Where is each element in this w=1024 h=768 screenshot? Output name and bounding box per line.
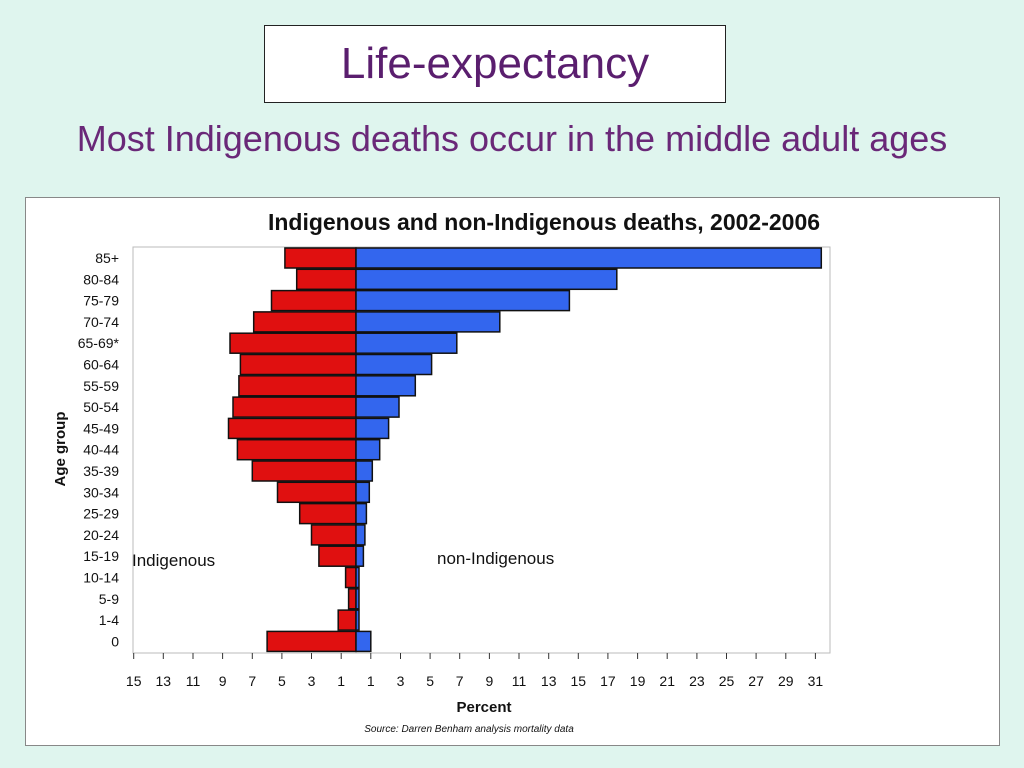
age-group-label: 75-79 — [83, 293, 119, 309]
bar-indigenous — [252, 311, 357, 333]
age-group-label: 15-19 — [83, 548, 119, 564]
bar-non-indigenous — [355, 438, 381, 461]
bar-non-indigenous — [355, 268, 618, 291]
non-indigenous-bars — [355, 247, 823, 653]
x-tick-label: 31 — [808, 673, 824, 689]
age-group-label: 50-54 — [83, 399, 119, 415]
x-tick-label: 29 — [778, 673, 794, 689]
x-tick-label: 21 — [659, 673, 675, 689]
bar-non-indigenous — [355, 289, 571, 312]
slide-title: Life-expectancy — [264, 25, 726, 103]
bar-indigenous — [232, 396, 357, 418]
series-label-indigenous: Indigenous — [132, 551, 215, 570]
x-tick-label: 1 — [367, 673, 375, 689]
bar-non-indigenous — [355, 396, 400, 418]
bar-indigenous — [298, 502, 357, 525]
bar-non-indigenous — [355, 417, 390, 440]
bar-non-indigenous — [355, 524, 366, 546]
age-group-label: 60-64 — [83, 357, 119, 373]
bar-indigenous — [310, 524, 357, 546]
bar-non-indigenous — [355, 353, 433, 376]
x-tick-label: 27 — [748, 673, 764, 689]
bar-indigenous — [238, 375, 357, 397]
bar-indigenous — [295, 268, 357, 291]
bar-indigenous — [236, 438, 357, 461]
bar-indigenous — [318, 545, 357, 567]
age-group-label: 70-74 — [83, 314, 119, 330]
x-tick-label: 11 — [512, 673, 527, 689]
age-group-label: 45-49 — [83, 420, 119, 436]
age-group-label: 25-29 — [83, 506, 119, 522]
age-group-label: 85+ — [95, 250, 119, 266]
bar-non-indigenous — [355, 481, 371, 504]
bar-non-indigenous — [355, 460, 374, 482]
bar-non-indigenous — [355, 375, 417, 397]
percent-tick-labels: 15 13 11 9 7 5 3 1 1 3 5 7 9 11 13 15 17 19 21 23 25 27 29 31 — [126, 673, 823, 689]
bar-indigenous — [276, 481, 357, 504]
x-tick-label: 3 — [397, 673, 405, 689]
bar-non-indigenous — [355, 332, 458, 354]
x-tick-label: 25 — [719, 673, 735, 689]
age-group-label: 20-24 — [83, 527, 119, 543]
source-note: Source: Darren Benham analysis mortality… — [364, 724, 574, 735]
age-group-label: 10-14 — [83, 570, 119, 586]
age-group-label: 80-84 — [83, 271, 119, 287]
x-tick-label: 7 — [456, 673, 464, 689]
bar-indigenous — [229, 332, 357, 354]
x-tick-label: 5 — [426, 673, 434, 689]
y-axis-label: Age group — [52, 412, 69, 487]
age-group-label: 30-34 — [83, 484, 119, 500]
age-group-label: 40-44 — [83, 442, 119, 458]
x-tick-label: 9 — [486, 673, 494, 689]
bar-indigenous — [227, 417, 357, 440]
x-tick-label: 5 — [278, 673, 286, 689]
bar-non-indigenous — [355, 609, 360, 631]
x-tick-label: 13 — [156, 673, 172, 689]
x-axis-label: Percent — [456, 699, 511, 716]
bar-indigenous — [344, 566, 357, 589]
percent-tick-marks — [133, 653, 816, 659]
x-tick-label: 9 — [219, 673, 227, 689]
x-tick-label: 1 — [337, 673, 345, 689]
bar-non-indigenous — [355, 588, 360, 610]
bar-non-indigenous — [355, 545, 365, 567]
age-group-label: 1-4 — [99, 612, 119, 628]
age-group-label: 65-69* — [78, 335, 120, 351]
x-tick-label: 13 — [541, 673, 557, 689]
bar-indigenous — [284, 247, 357, 269]
pyramid-chart: Indigenous and non-Indigenous deaths, 20… — [52, 209, 831, 735]
bar-indigenous — [266, 630, 357, 653]
x-tick-label: 11 — [186, 673, 201, 689]
age-group-label: 0 — [111, 633, 119, 649]
age-group-label: 55-59 — [83, 378, 119, 394]
x-tick-label: 15 — [571, 673, 587, 689]
indigenous-bars — [227, 247, 357, 653]
age-group-labels: 85+ 80-84 75-79 70-74 65-69* 60-64 55-59 50-54 4… — [78, 250, 120, 649]
bar-indigenous — [270, 289, 357, 312]
x-tick-label: 3 — [308, 673, 316, 689]
bar-non-indigenous — [355, 566, 360, 589]
x-tick-label: 19 — [630, 673, 646, 689]
bar-indigenous — [347, 588, 357, 610]
slide-subtitle: Most Indigenous deaths occur in the midd… — [76, 118, 948, 159]
age-group-label: 35-39 — [83, 463, 119, 479]
x-tick-label: 23 — [689, 673, 705, 689]
bar-indigenous — [251, 460, 357, 482]
bar-non-indigenous — [355, 311, 501, 333]
bar-non-indigenous — [355, 502, 368, 525]
chart-panel: Indigenous and non-Indigenous deaths, 20… — [25, 197, 1000, 746]
x-tick-label: 15 — [126, 673, 142, 689]
bar-indigenous — [239, 353, 357, 376]
bar-non-indigenous — [355, 247, 823, 269]
bar-indigenous — [337, 609, 357, 631]
x-tick-label: 7 — [248, 673, 256, 689]
series-label-non-indigenous: non-Indigenous — [437, 549, 554, 568]
x-tick-label: 17 — [600, 673, 616, 689]
chart-title: Indigenous and non-Indigenous deaths, 20… — [268, 209, 820, 235]
age-group-label: 5-9 — [99, 591, 119, 607]
bar-non-indigenous — [355, 630, 372, 653]
